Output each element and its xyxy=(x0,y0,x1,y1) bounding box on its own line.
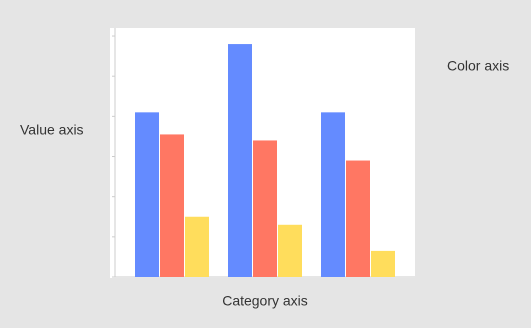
bar xyxy=(185,216,209,277)
bar xyxy=(278,224,302,277)
bar xyxy=(228,44,252,278)
bar xyxy=(321,112,345,277)
bar xyxy=(253,140,277,277)
bar xyxy=(135,112,159,277)
bar xyxy=(346,160,370,277)
bar xyxy=(371,250,395,277)
bar xyxy=(160,134,184,277)
color-axis-title: Color axis xyxy=(447,58,509,74)
y-axis-title: Value axis xyxy=(20,122,84,138)
x-axis-title: Category axis xyxy=(222,293,308,309)
